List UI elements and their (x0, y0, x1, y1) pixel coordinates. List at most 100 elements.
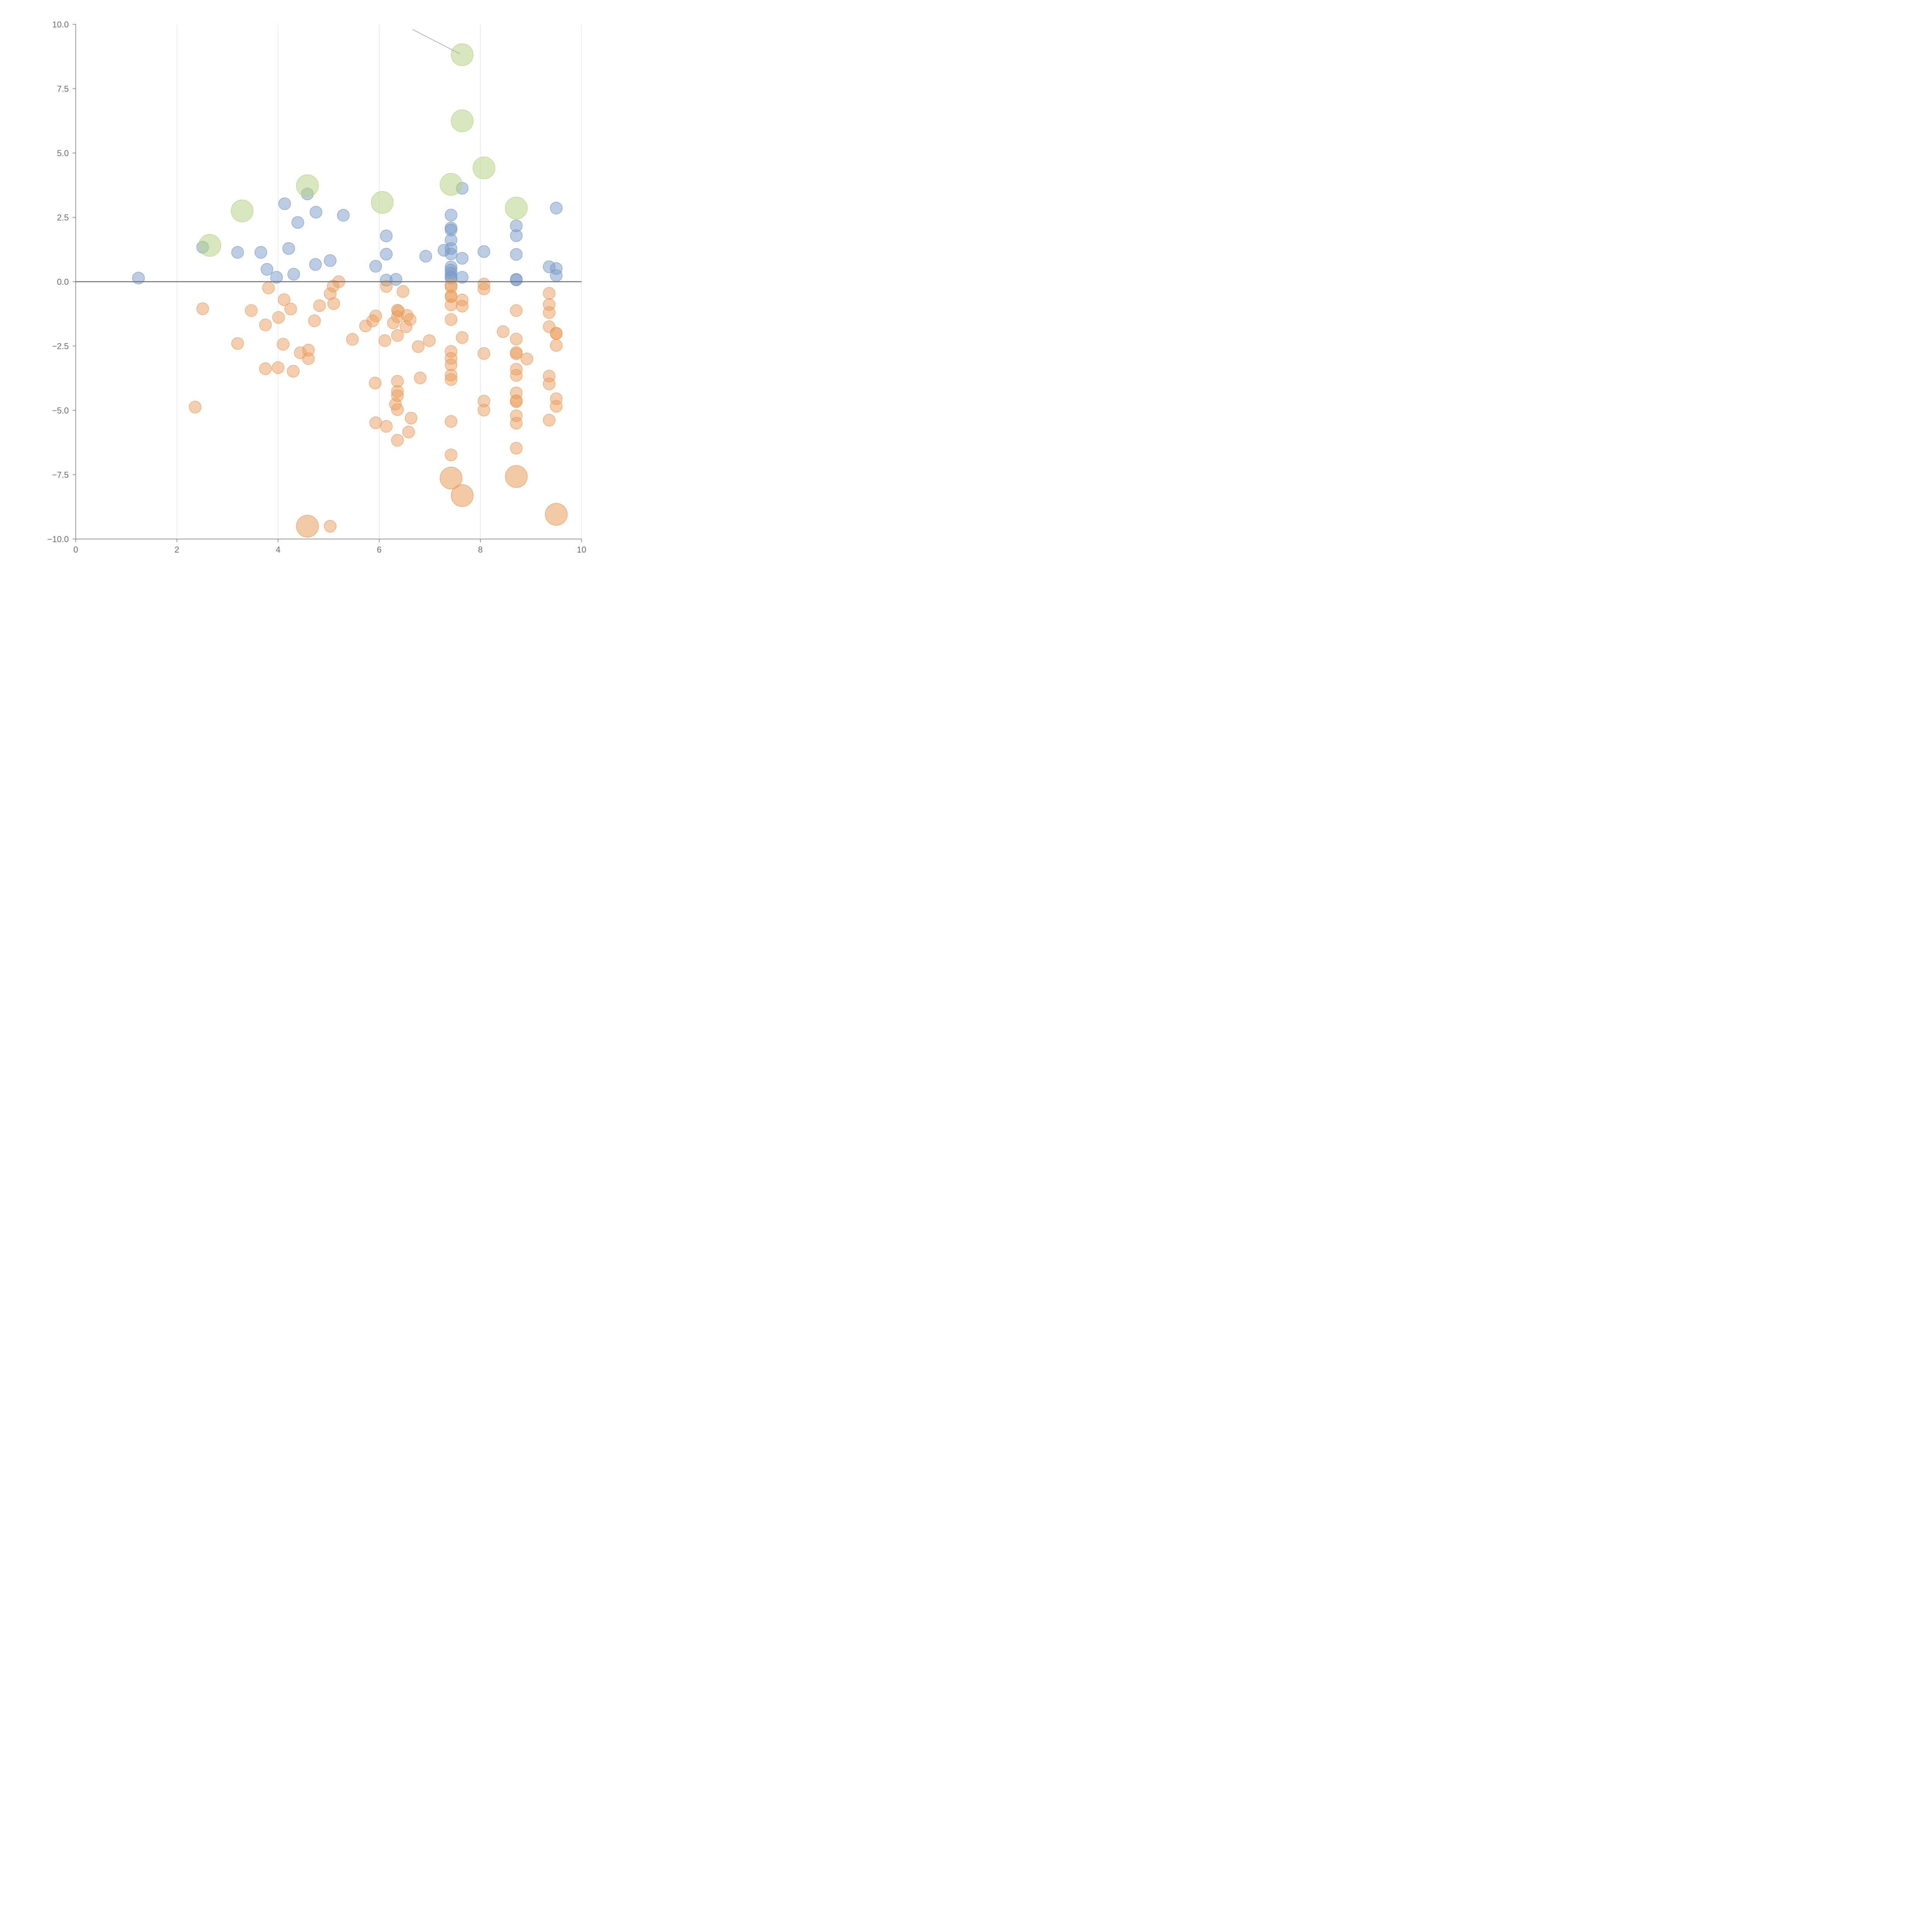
scatter-point (389, 273, 402, 286)
scatter-point (378, 334, 391, 347)
x-tick-label: 2 (175, 545, 179, 554)
highlight-point (505, 465, 528, 488)
scatter-point (510, 333, 523, 345)
scatter-point (510, 417, 523, 430)
scatter-point (231, 337, 244, 350)
scatter-point (254, 246, 267, 259)
scatter-point (380, 248, 393, 260)
scatter-point (414, 371, 427, 384)
scatter-point (412, 340, 425, 353)
y-tick-label: −7.5 (52, 470, 69, 480)
scatter-point (478, 404, 490, 417)
scatter-point (445, 415, 457, 428)
scatter-point (510, 395, 523, 408)
scatter-point (324, 254, 337, 267)
highlight-point (440, 466, 463, 490)
highlight-point (371, 191, 394, 214)
scatter-point (497, 325, 510, 338)
y-tick-label: 10.0 (52, 20, 69, 29)
data-points (132, 43, 568, 537)
scatter-point (403, 313, 417, 326)
highlight-point (231, 199, 253, 223)
highlight-point (296, 174, 319, 197)
highlight-point (296, 515, 319, 537)
scatter-point (456, 331, 469, 344)
y-tick-label: 7.5 (57, 84, 69, 94)
scatter-point (391, 434, 404, 447)
scatter-point (445, 247, 457, 260)
y-tick-label: 5.0 (57, 148, 69, 158)
scatter-point (478, 282, 490, 295)
scatter-point (419, 250, 432, 263)
scatter-point (327, 297, 340, 310)
scatter-point (310, 206, 323, 219)
scatter-point (478, 347, 490, 360)
scatter-point (259, 318, 272, 332)
scatter-point (402, 425, 415, 439)
highlight-point (451, 43, 474, 66)
scatter-point (423, 334, 436, 347)
scatter-point (445, 448, 457, 461)
scatter-point (308, 314, 321, 327)
scatter-point (287, 268, 300, 281)
scatter-point (550, 202, 563, 214)
highlight-point (451, 484, 474, 507)
x-tick-label: 8 (478, 545, 483, 554)
scatter-point (510, 442, 523, 455)
chart-canvas: 0 2 4 6 8 10 10.0 7.5 5.0 2.5 0.0 −2.5 −5.0 −7.5 −10.0 (47, 20, 586, 554)
scatter-point (282, 242, 295, 255)
scatter-point (380, 420, 393, 433)
scatter-point (380, 280, 393, 293)
scatter-point (405, 412, 418, 425)
highlight-point (473, 156, 495, 179)
axes (75, 24, 582, 539)
x-tick-label: 10 (577, 545, 586, 554)
scatter-point (550, 269, 563, 282)
scatter-point (396, 285, 410, 298)
scatter-point (543, 414, 556, 427)
scatter-point (270, 271, 283, 284)
scatter-point (259, 362, 272, 375)
scatter-point (287, 365, 300, 378)
scatter-point (445, 209, 457, 221)
scatter-point (391, 389, 404, 402)
scatter-point (550, 400, 563, 413)
scatter-point (445, 313, 457, 326)
y-tick-label: −5.0 (52, 406, 69, 415)
scatter-point (520, 352, 533, 366)
scatter-point (313, 299, 326, 312)
scatter-point (445, 298, 457, 311)
scatter-point (278, 293, 291, 306)
highlight-point (451, 109, 474, 132)
x-tick-label: 6 (377, 545, 381, 554)
scatter-point (262, 281, 275, 294)
scatter-point (272, 311, 285, 324)
annotation-leader-line (412, 29, 461, 54)
highlight-point (505, 197, 528, 219)
scatter-point (456, 252, 469, 265)
y-tick-label: 0.0 (57, 277, 69, 287)
scatter-point (324, 520, 337, 532)
scatter-point (309, 258, 322, 271)
scatter-point (369, 260, 382, 273)
scatter-point (231, 246, 244, 259)
scatter-point (369, 416, 382, 429)
highlight-point (545, 503, 568, 526)
scatter-point (278, 197, 291, 210)
scatter-point (302, 352, 315, 365)
scatter-point (369, 310, 382, 322)
x-tick-label: 4 (276, 545, 280, 554)
scatter-point (510, 369, 523, 382)
y-tick-label: −10.0 (47, 534, 69, 544)
scatter-point (510, 347, 523, 360)
scatter-point (277, 338, 289, 351)
scatter-chart: 0 2 4 6 8 10 10.0 7.5 5.0 2.5 0.0 −2.5 −5.0 −7.5 −10.0 (0, 0, 597, 597)
scatter-point (369, 377, 382, 389)
y-tick-label: −2.5 (52, 342, 69, 351)
scatter-point (391, 403, 404, 416)
scatter-point (456, 300, 469, 313)
scatter-point (510, 274, 523, 286)
scatter-point (550, 339, 563, 352)
scatter-point (132, 272, 145, 284)
scatter-point (510, 229, 523, 242)
